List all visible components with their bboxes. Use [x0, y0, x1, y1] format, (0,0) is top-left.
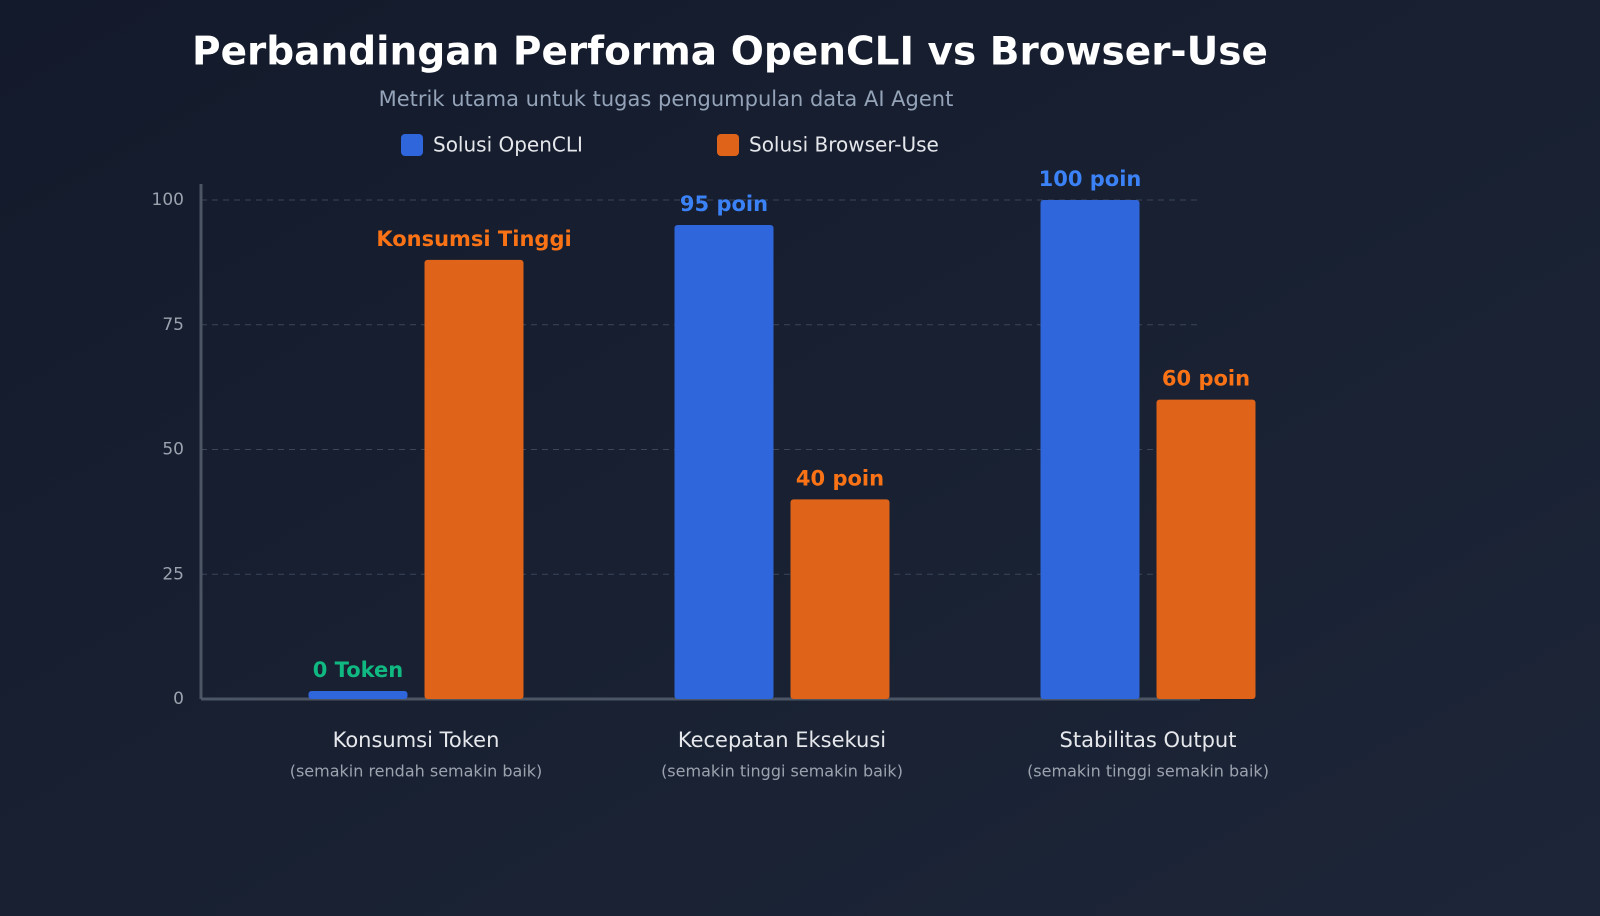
- y-tick-label: 75: [162, 315, 184, 335]
- y-tick-label: 0: [173, 689, 184, 709]
- legend-label: Solusi OpenCLI: [433, 133, 583, 157]
- y-tick-label: 25: [162, 564, 184, 584]
- bar: [790, 499, 890, 699]
- legend-swatch: [401, 134, 423, 156]
- x-tick-label: Konsumsi Token: [333, 728, 500, 752]
- x-tick-note: (semakin rendah semakin baik): [290, 762, 543, 781]
- x-tick-note: (semakin tinggi semakin baik): [1027, 762, 1269, 781]
- bar: [424, 259, 524, 699]
- value-label: 95 poin: [680, 192, 768, 216]
- value-label: 60 poin: [1162, 367, 1250, 391]
- value-label: Konsumsi Tinggi: [376, 227, 571, 251]
- value-label: 0 Token: [313, 658, 403, 682]
- bar: [1040, 200, 1140, 699]
- bar: [1156, 399, 1256, 699]
- chart-title: Perbandingan Performa OpenCLI vs Browser…: [192, 30, 1268, 75]
- bar: [308, 691, 408, 699]
- legend-label: Solusi Browser-Use: [749, 133, 939, 157]
- x-tick-note: (semakin tinggi semakin baik): [661, 762, 903, 781]
- legend-swatch: [717, 134, 739, 156]
- y-tick-label: 100: [152, 190, 184, 210]
- x-tick-label: Kecepatan Eksekusi: [678, 728, 886, 752]
- value-label: 100 poin: [1039, 167, 1142, 191]
- x-tick-label: Stabilitas Output: [1060, 728, 1237, 752]
- chart-subtitle: Metrik utama untuk tugas pengumpulan dat…: [379, 87, 954, 111]
- value-label: 40 poin: [796, 466, 884, 490]
- bar: [674, 224, 774, 699]
- y-tick-label: 50: [162, 440, 184, 460]
